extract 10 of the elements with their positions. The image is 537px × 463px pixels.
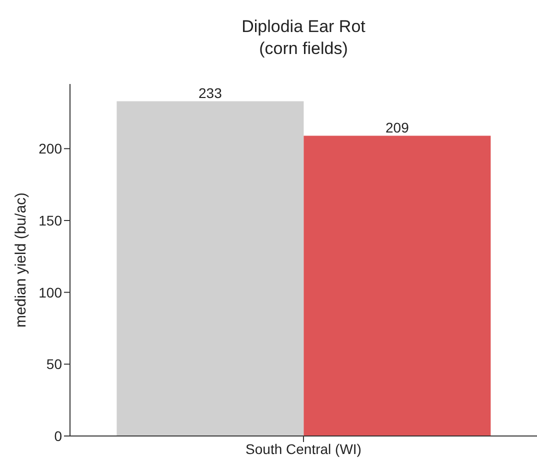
- chart-title: Diplodia Ear Rot (corn fields): [240, 16, 366, 60]
- y-tick-label: 200: [38, 140, 62, 157]
- data-label: 209: [386, 120, 410, 136]
- y-tick-label: 100: [38, 284, 62, 300]
- y-axis-title: median yield (bu/ac): [12, 192, 30, 328]
- data-label: 233: [198, 85, 222, 102]
- y-tick-label: 50: [46, 356, 62, 372]
- y-tick-label: 150: [38, 212, 62, 228]
- x-tick-label: South Central (WI): [246, 440, 362, 457]
- y-tick-label: 0: [54, 428, 62, 444]
